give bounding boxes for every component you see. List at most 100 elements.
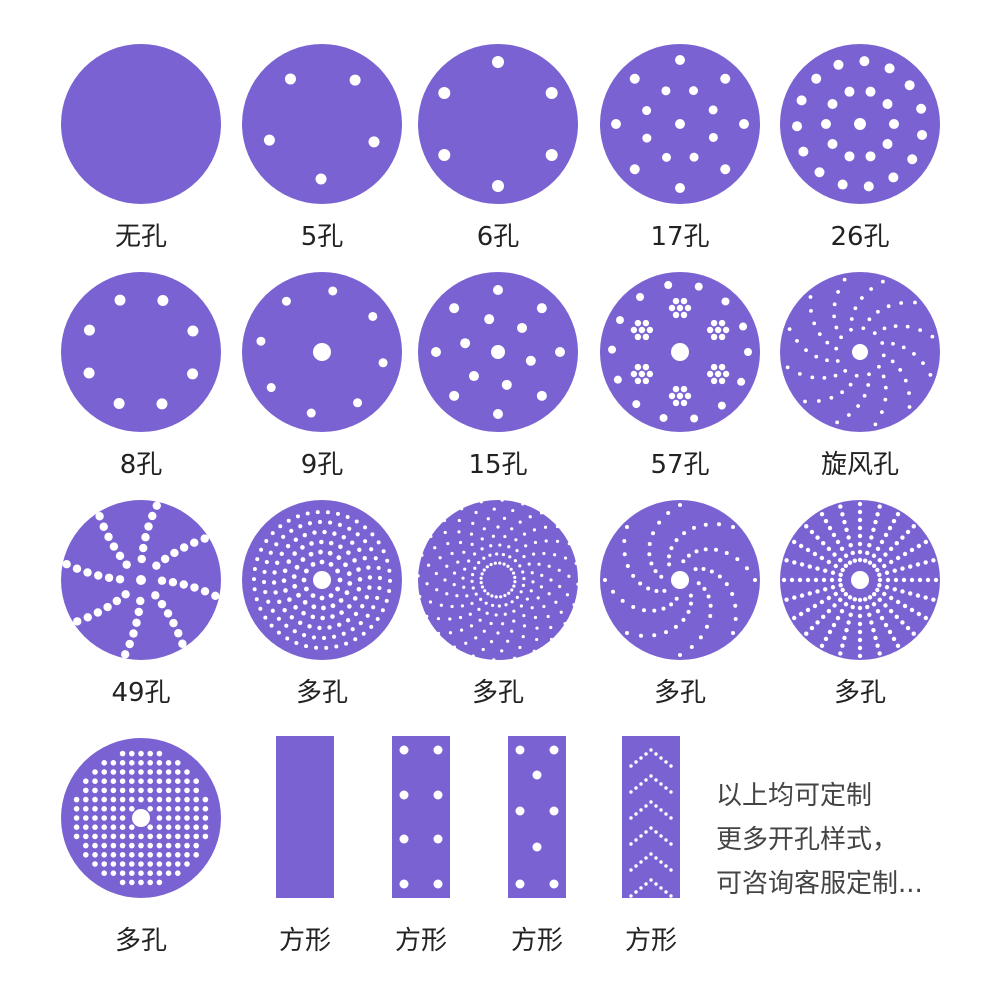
disc-hole — [611, 119, 621, 129]
disc-label: 多孔 — [114, 926, 167, 956]
disc-hole — [843, 369, 848, 373]
disc-hole — [369, 624, 374, 629]
disc-hole — [497, 604, 501, 608]
disc-hole — [662, 588, 667, 593]
disc-hole — [539, 511, 544, 515]
disc-hole — [368, 136, 380, 148]
disc-hole — [846, 620, 851, 625]
disc-hole — [883, 603, 888, 608]
disc-hole — [335, 511, 340, 516]
disc-hole — [110, 760, 117, 766]
disc-hole — [842, 519, 847, 525]
strip-hole — [659, 886, 663, 890]
disc-hole — [539, 585, 544, 589]
disc-hole — [170, 548, 179, 558]
strip-hole — [433, 790, 443, 800]
disc-hole — [843, 591, 849, 597]
disc-surface — [61, 272, 221, 432]
disc-hole — [83, 815, 89, 821]
disc-hole — [865, 86, 876, 97]
disc-hole — [119, 796, 126, 803]
disc-hole — [252, 577, 257, 582]
disc-hole — [844, 628, 849, 633]
disc-hole — [92, 806, 98, 812]
disc-hole — [147, 870, 153, 876]
disc-hole — [335, 568, 340, 574]
disc-hole — [681, 559, 686, 564]
disc-hole — [138, 870, 144, 876]
disc-hole — [190, 583, 199, 592]
disc-hole — [921, 361, 925, 366]
disc-hole — [486, 592, 490, 596]
disc-hole — [92, 815, 98, 821]
disc-hole — [901, 345, 906, 350]
disc-hole — [469, 532, 474, 536]
disc-hole — [545, 149, 558, 161]
disc-hole — [907, 405, 912, 409]
disc-hole — [179, 543, 189, 552]
strip-hole — [634, 890, 638, 894]
disc-hole — [909, 607, 915, 613]
sanding-disc-multi-hole-rings — [242, 500, 402, 660]
disc-hole — [857, 549, 863, 555]
disc-hole — [136, 596, 145, 606]
disc-hole — [833, 373, 838, 378]
disc-hole — [193, 824, 199, 830]
disc-hole — [835, 359, 840, 363]
disc-hole — [92, 842, 98, 849]
disc-hole — [714, 547, 719, 552]
note-line-2: 更多开孔样式， — [716, 825, 899, 855]
disc-hole — [144, 522, 153, 531]
disc-hole — [101, 787, 107, 794]
disc-hole — [931, 558, 936, 563]
disc-hole — [306, 408, 316, 418]
disc-hole — [156, 778, 163, 784]
disc-hole — [733, 617, 738, 622]
disc-hole — [301, 610, 306, 616]
disc-hole — [470, 572, 475, 577]
disc-hole — [857, 557, 863, 563]
disc-hole — [904, 80, 915, 91]
disc-hole — [680, 385, 688, 393]
disc-hole — [861, 326, 866, 331]
disc-hole — [434, 571, 438, 576]
sanding-strip-strip-none — [276, 736, 334, 898]
disc-hole — [165, 842, 172, 849]
disc-hole — [867, 612, 872, 617]
disc-hole — [119, 861, 126, 867]
disc-hole — [281, 296, 291, 306]
disc-hole — [138, 842, 144, 849]
strip-hole — [433, 745, 443, 755]
disc-hole — [304, 568, 309, 574]
disc-hole — [804, 631, 809, 636]
disc-hole — [634, 333, 642, 341]
disc-hole — [273, 590, 278, 595]
disc-hole — [310, 593, 316, 598]
disc-hole — [499, 595, 503, 599]
disc-hole — [501, 552, 506, 557]
disc-hole — [638, 633, 643, 638]
disc-hole — [792, 595, 797, 600]
disc-hole — [492, 180, 504, 192]
strip-hole — [399, 790, 409, 800]
disc-hole — [694, 282, 703, 291]
disc-hole — [134, 607, 143, 617]
disc-hole — [119, 787, 126, 794]
disc-hole — [527, 562, 531, 566]
disc-hole — [327, 520, 333, 525]
disc-hole — [857, 621, 863, 627]
disc-hole — [689, 644, 694, 649]
disc-hole — [83, 833, 89, 840]
disc-hole — [450, 551, 454, 556]
disc-hole — [262, 569, 267, 575]
disc-hole — [784, 597, 789, 602]
disc-hole — [543, 525, 548, 529]
disc-hole — [572, 603, 576, 607]
disc-hole — [682, 531, 687, 536]
disc-hole — [470, 601, 474, 606]
disc-hole — [825, 340, 830, 345]
disc-hole — [101, 833, 107, 840]
disc-hole — [669, 546, 674, 551]
disc-hole — [500, 498, 504, 502]
disc-hole — [781, 577, 787, 583]
